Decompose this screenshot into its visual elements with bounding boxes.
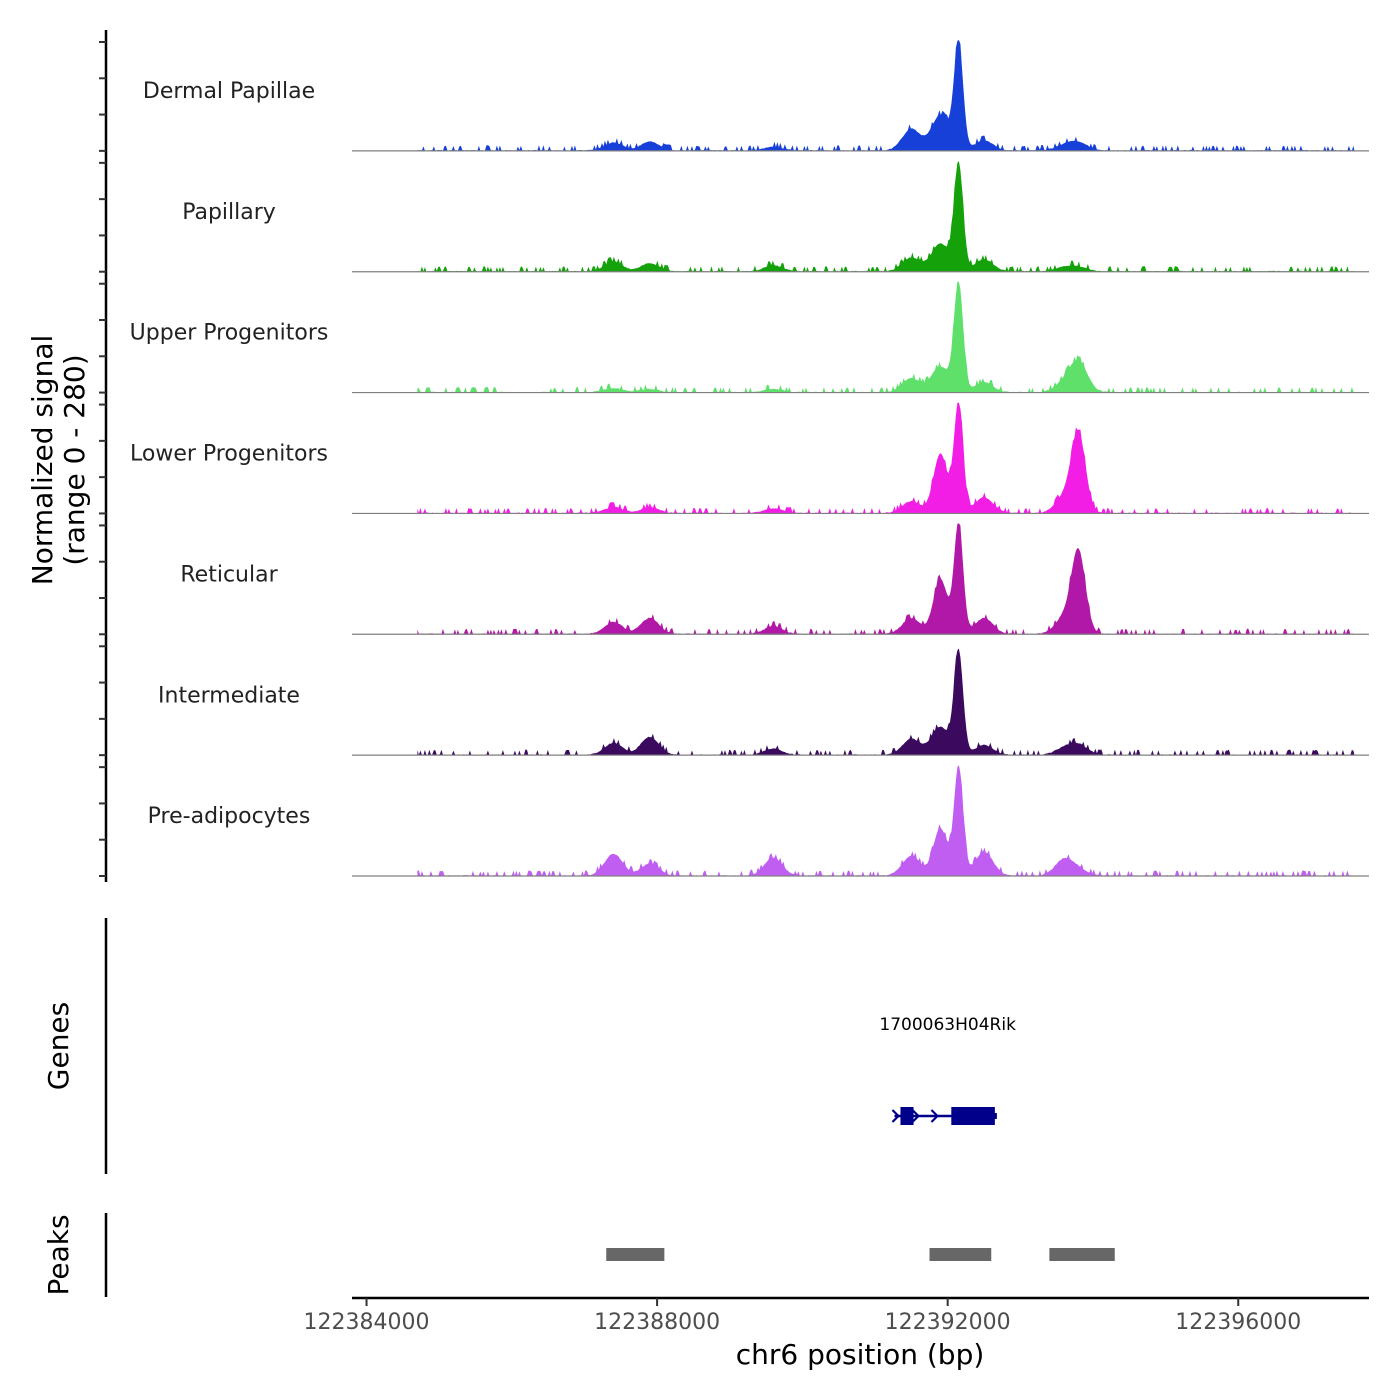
x-axis-title: chr6 position (bp) xyxy=(736,1338,985,1371)
coverage-y-ticks xyxy=(99,41,106,877)
coverage-y-title: Normalized signal (range 0 - 280) xyxy=(26,335,91,586)
coverage-track-6: Intermediate xyxy=(158,648,1369,756)
coverage-area-3 xyxy=(417,281,1355,393)
coverage-track-2: Papillary xyxy=(182,161,1369,273)
track-label-2: Papillary xyxy=(182,200,276,225)
peaks-track xyxy=(606,1248,1115,1261)
coverage-track-4: Lower Progenitors xyxy=(130,402,1369,515)
x-axis-ticks: 122384000 122388000 122392000 122396000 xyxy=(304,1298,1301,1335)
y-axis-range: (range 0 - 280) xyxy=(58,354,91,565)
track-label-7: Pre-adipocytes xyxy=(148,804,311,829)
gene-label-1: 1700063H04Rik xyxy=(879,1015,1016,1035)
peak-1 xyxy=(606,1248,665,1261)
track-label-4: Lower Progenitors xyxy=(130,442,328,467)
genes-track-title: Genes xyxy=(42,1002,75,1090)
peak-3 xyxy=(1049,1248,1115,1261)
track-label-6: Intermediate xyxy=(158,683,300,708)
coverage-area-4 xyxy=(417,402,1355,514)
track-label-1: Dermal Papillae xyxy=(143,79,315,104)
coverage-track-7: Pre-adipocytes xyxy=(148,765,1369,877)
coverage-area-7 xyxy=(417,765,1355,876)
x-tick-label-3: 122392000 xyxy=(885,1310,1011,1335)
gene-strand-arrow-3 xyxy=(930,1109,940,1123)
y-axis-title: Normalized signal xyxy=(26,335,59,586)
track-label-3: Upper Progenitors xyxy=(130,321,329,346)
coverage-track-3: Upper Progenitors xyxy=(130,281,1369,394)
gene-strand-arrow-1 xyxy=(891,1109,901,1123)
coverage-area-6 xyxy=(417,648,1355,756)
x-tick-label-1: 122384000 xyxy=(304,1310,430,1335)
genes-track: 1700063H04Rik xyxy=(879,1015,1016,1125)
coverage-track-5: Reticular xyxy=(180,523,1369,635)
coverage-tracks: Dermal Papillae Papillary Upper Progenitor… xyxy=(130,40,1369,877)
x-tick-label-4: 122396000 xyxy=(1175,1310,1301,1335)
coverage-area-1 xyxy=(417,40,1355,151)
coverage-area-2 xyxy=(417,161,1355,272)
coverage-track-1: Dermal Papillae xyxy=(143,40,1369,152)
gene-end-cap xyxy=(993,1113,997,1119)
coverage-area-5 xyxy=(417,523,1355,635)
peak-2 xyxy=(929,1248,992,1261)
x-tick-label-2: 122388000 xyxy=(594,1310,720,1335)
peaks-track-title: Peaks xyxy=(42,1214,75,1295)
track-label-5: Reticular xyxy=(180,562,278,587)
gene-strand-arrow-2 xyxy=(911,1109,921,1123)
gene-exon-1 xyxy=(900,1107,914,1125)
gene-exon-2 xyxy=(951,1107,995,1125)
